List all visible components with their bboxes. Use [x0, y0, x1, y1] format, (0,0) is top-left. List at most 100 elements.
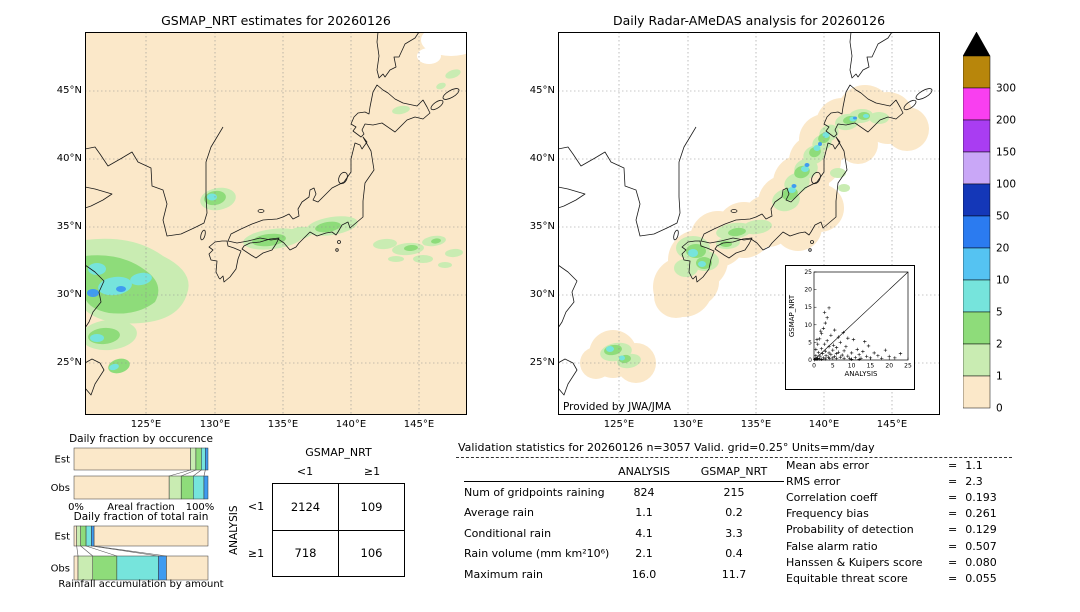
- validation-value: 2.1: [635, 547, 653, 561]
- contingency-col-header: <1: [296, 465, 314, 478]
- validation-statistics-panel: Validation statistics for 20260126 n=305…: [456, 441, 1080, 611]
- colorbar-tick-label: 300: [996, 83, 1016, 95]
- validation-value: 4.1: [635, 526, 653, 540]
- x-tick-label: 130°E: [199, 419, 231, 430]
- map-credit: Provided by JWA/JMA: [563, 401, 672, 413]
- score-value: 0.193: [965, 490, 997, 504]
- validation-value: 3.3: [725, 526, 743, 540]
- y-tick-label: 40°N: [529, 153, 555, 164]
- contingency-cell: 106: [338, 529, 405, 577]
- bar-segment: [168, 475, 182, 500]
- x-tick-label: 135°E: [740, 419, 772, 430]
- right-map-title: Daily Radar-AMeDAS analysis for 20260126: [612, 13, 886, 28]
- equals-sign: =: [948, 490, 958, 504]
- score-label: False alarm ratio: [786, 539, 878, 553]
- colorbar-segment: [962, 151, 991, 185]
- y-tick-label: 30°N: [529, 289, 555, 300]
- coastlines: [557, 31, 933, 396]
- colorbar-tick-label: 0: [996, 403, 1003, 413]
- precipitation-blobs: [81, 24, 481, 374]
- score-row: Mean abs error = 1.1: [786, 457, 1080, 473]
- scatter-x-tick: 10: [848, 363, 856, 370]
- contingency-row-header: ≥1: [247, 547, 265, 560]
- colorbar-segment: [962, 215, 991, 249]
- validation-value: 11.7: [721, 567, 747, 581]
- precipitation-colorbar: 300 200 150 100 50 20 10 5 2 1 0: [962, 30, 1053, 415]
- colorbar-tick-label: 150: [996, 147, 1016, 159]
- validation-col-header: ANALYSIS: [618, 464, 670, 478]
- scatter-x-tick: 20: [885, 363, 893, 370]
- validation-table: ANALYSIS GSMAP_NRT Num of gridpoints raini…: [464, 461, 784, 585]
- gsmap-estimate-map: 125°E 130°E 135°E 140°E 145°E 45°N 40°N 35°N 30°…: [57, 24, 481, 430]
- score-value: 0.507: [965, 539, 997, 553]
- segment-connector: [193, 469, 202, 477]
- axis-title: Areal fraction: [107, 502, 174, 513]
- scatter-x-tick: 0: [812, 363, 816, 370]
- left-map-canvas: [81, 24, 481, 415]
- x-tick-label: 135°E: [267, 419, 299, 430]
- y-tick-label: 25°N: [529, 357, 555, 368]
- equals-sign: =: [948, 507, 958, 521]
- axis-min-label: 0%: [68, 502, 84, 513]
- bar-segment: [80, 525, 87, 547]
- x-tick-label: 140°E: [808, 419, 840, 430]
- colorbar-tick-label: 10: [996, 275, 1009, 287]
- contingency-row-group-label: ANALYSIS: [228, 505, 240, 555]
- fraction-bar-charts: Daily fraction by occurence Est Obs 0% Areal…: [48, 432, 263, 608]
- score-label: Mean abs error: [786, 458, 870, 472]
- colorbar-tick-label: 100: [996, 179, 1016, 191]
- scatter-y-tick: 10: [804, 322, 812, 329]
- validation-row-label: Rain volume (mm km²10⁶): [464, 547, 610, 561]
- bar-row-label: Obs: [51, 564, 70, 575]
- bar-chart-title: Daily fraction of total rain: [74, 511, 209, 523]
- validation-row-label: Conditional rain: [464, 526, 552, 540]
- score-row: Hanssen & Kuipers score = 0.080: [786, 554, 1080, 570]
- equals-sign: =: [948, 458, 958, 472]
- score-value: 0.261: [965, 507, 997, 521]
- score-label: Equitable threat score: [786, 571, 908, 585]
- score-label: RMS error: [786, 474, 841, 488]
- scatter-y-axis-label: GSMAP_NRT: [788, 294, 796, 337]
- y-tick-label: 40°N: [56, 153, 82, 164]
- colorbar-segment: [962, 343, 991, 377]
- axis-max-label: 100%: [186, 502, 215, 513]
- colorbar-segment: [962, 375, 991, 409]
- validation-value: 16.0: [631, 567, 657, 581]
- x-tick-label: 145°E: [403, 419, 435, 430]
- bar-segment: [190, 447, 197, 471]
- equals-sign: =: [948, 555, 958, 569]
- bar-segment: [73, 475, 170, 500]
- colorbar-segment: [962, 55, 991, 89]
- bar-row-label: Est: [55, 455, 71, 466]
- score-row: False alarm ratio = 0.507: [786, 538, 1080, 554]
- bar-segment: [180, 475, 194, 500]
- validation-table-header: ANALYSIS GSMAP_NRT: [464, 461, 784, 482]
- score-value: 0.055: [965, 571, 997, 585]
- bar-chart-title: Daily fraction by occurence: [69, 433, 213, 445]
- bar-segment: [158, 555, 167, 581]
- validation-table-row: Conditional rain 4.1 3.3: [464, 523, 784, 544]
- precipitation-blobs: [580, 85, 929, 383]
- contingency-row-header: <1: [247, 500, 265, 513]
- equals-sign: =: [948, 523, 958, 537]
- bar-segment: [116, 555, 159, 581]
- bar-segment: [73, 447, 191, 471]
- bar-segment: [73, 555, 79, 581]
- validation-table-row: Maximum rain 16.0 11.7: [464, 564, 784, 585]
- bar-row-label: Obs: [51, 483, 70, 494]
- score-value: 2.3: [965, 474, 983, 488]
- validation-col-header: GSMAP_NRT: [700, 464, 768, 478]
- x-tick-label: 130°E: [672, 419, 704, 430]
- score-value: 1.1: [965, 458, 983, 472]
- score-label: Correlation coeff: [786, 490, 878, 504]
- score-label: Hanssen & Kuipers score: [786, 555, 923, 569]
- validation-row-label: Average rain: [464, 506, 534, 520]
- bar-segment: [201, 447, 206, 471]
- scatter-x-tick: 15: [867, 363, 875, 370]
- colorbar-tick-label: 20: [996, 243, 1009, 255]
- bar-segment: [91, 525, 95, 547]
- bar-chart-footer: Rainfall accumulation by amount: [58, 579, 223, 590]
- contingency-cell: 109: [338, 483, 405, 531]
- segment-connector: [94, 545, 167, 557]
